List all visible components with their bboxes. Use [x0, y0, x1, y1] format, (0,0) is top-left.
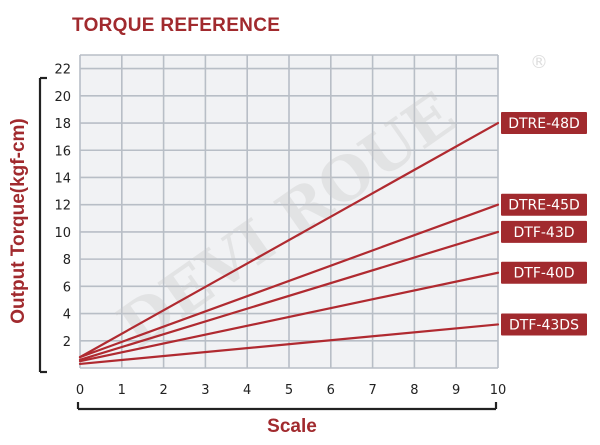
x-tick-labels: 0 1 2 3 4 5 6 7 8 9 10	[76, 383, 506, 398]
x-tick-label: 4	[243, 383, 251, 398]
series-line-dtre-45d	[78, 203, 500, 359]
gridlines	[79, 54, 499, 369]
y-tick-label: 2	[63, 335, 71, 350]
y-tick-label: 18	[54, 117, 71, 132]
series-line-dtf-40d	[78, 271, 500, 363]
x-tick-label: 1	[118, 383, 126, 398]
y-tick-label: 10	[54, 226, 71, 241]
series-tag-bg	[501, 112, 587, 135]
series-tag-bg	[501, 261, 587, 284]
axis-frame	[38, 76, 498, 411]
series-tag-bg	[501, 313, 587, 336]
x-tick-label: 6	[327, 383, 335, 398]
x-tick-label: 9	[452, 383, 460, 398]
y-tick-label: 12	[54, 199, 71, 214]
y-tick-label: 22	[54, 63, 71, 78]
series-line-dtf-43d	[78, 230, 500, 361]
y-tick-label: 4	[63, 308, 71, 323]
y-tick-label: 16	[54, 144, 71, 159]
series-tag-bg	[501, 193, 587, 216]
series-tag-bg	[501, 220, 587, 243]
series-tag-label: DTF-43DS	[509, 317, 579, 333]
x-tick-label: 5	[285, 383, 293, 398]
series-line-dtf-43ds	[78, 323, 500, 366]
y-tick-label: 8	[63, 253, 71, 268]
x-tick-label: 10	[490, 383, 507, 398]
watermark-registered-mark: ®	[530, 52, 548, 73]
series-tag-label: DTF-43D	[513, 225, 574, 241]
y-tick-label: 6	[63, 280, 71, 295]
y-axis-title: Output Torque(kgf-cm)	[8, 118, 29, 323]
x-tick-label: 7	[368, 383, 376, 398]
series-tag-label: DTRE-45D	[508, 198, 580, 214]
x-tick-label: 3	[201, 383, 209, 398]
chart-title: TORQUE REFERENCE	[72, 15, 280, 36]
series-lines	[78, 121, 500, 366]
x-tick-label: 8	[410, 383, 418, 398]
x-tick-label: 2	[159, 383, 167, 398]
y-tick-label: 14	[54, 171, 71, 186]
x-axis-title: Scale	[267, 416, 317, 437]
y-tick-labels: 2 4 6 8 10 12 14 16 18 20 22	[54, 63, 71, 350]
y-tick-label: 20	[54, 90, 71, 105]
series-labels: DTRE-48D DTRE-45D DTF-43D DTF-40D DTF-43DS	[501, 112, 587, 336]
series-tag-label: DTF-40D	[513, 266, 574, 282]
series-line-dtre-48d	[78, 121, 500, 359]
x-tick-label: 0	[76, 383, 84, 398]
series-tag-label: DTRE-48D	[508, 116, 580, 132]
